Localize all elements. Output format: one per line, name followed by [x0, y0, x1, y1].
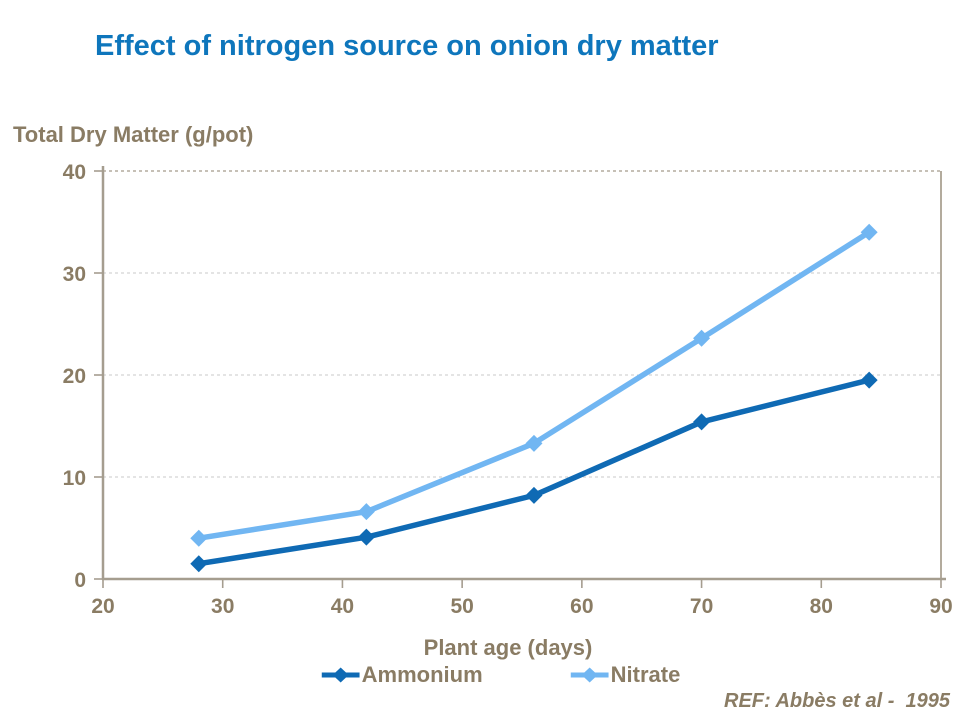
data-point-nitrate [693, 329, 711, 347]
legend-label-ammonium: Ammonium [361, 662, 483, 687]
data-point-ammonium [693, 413, 711, 431]
x-axis-title: Plant age (days) [423, 635, 593, 660]
x-tick-label: 40 [331, 595, 354, 618]
y-tick-label: 20 [63, 365, 86, 388]
legend-label-nitrate: Nitrate [610, 662, 681, 687]
x-tick-label: 70 [690, 595, 713, 618]
x-tick-label: 30 [211, 595, 234, 618]
chart-title: Effect of nitrogen source on onion dry m… [95, 30, 719, 62]
x-tick-label: 90 [929, 595, 952, 618]
nitrate-diamond-line-icon [570, 667, 609, 683]
ammonium-diamond-line-icon [321, 667, 360, 683]
y-tick-label: 40 [63, 161, 86, 184]
x-tick-label: 50 [450, 595, 473, 618]
x-tick-label: 60 [570, 595, 593, 618]
data-point-nitrate [525, 434, 543, 452]
series-line-ammonium [196, 377, 872, 567]
reference-note: REF: Abbès et al - 1995 [724, 690, 950, 712]
data-point-ammonium [357, 528, 375, 546]
y-tick-label: 30 [63, 263, 86, 286]
data-point-ammonium [860, 371, 878, 389]
legend: Ammonium Nitrate [321, 662, 681, 688]
legend-item-ammonium: Ammonium [321, 662, 483, 688]
y-tick-label: 0 [74, 569, 86, 592]
data-point-nitrate [357, 503, 375, 521]
x-tick-label: 20 [91, 595, 114, 618]
y-axis-title: Total Dry Matter (g/pot) [13, 122, 254, 147]
data-point-ammonium [525, 486, 543, 504]
legend-item-nitrate: Nitrate [570, 662, 681, 688]
data-point-nitrate [860, 223, 878, 241]
y-tick-label: 10 [63, 467, 86, 490]
data-point-ammonium [190, 555, 208, 573]
data-point-nitrate [190, 529, 208, 547]
x-tick-label: 80 [810, 595, 833, 618]
